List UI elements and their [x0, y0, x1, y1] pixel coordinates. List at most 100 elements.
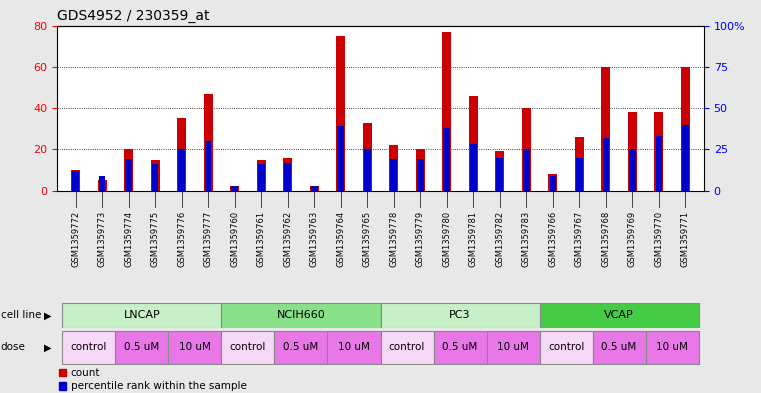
Bar	[283, 158, 292, 191]
Text: LNCAP: LNCAP	[123, 310, 161, 320]
Text: ▶: ▶	[44, 310, 52, 320]
Bar	[168, 331, 221, 364]
Bar	[434, 331, 486, 364]
Bar	[336, 36, 345, 191]
Bar	[576, 158, 583, 191]
Bar	[469, 95, 478, 191]
Bar	[601, 67, 610, 191]
Text: GSM1359765: GSM1359765	[363, 210, 371, 266]
Text: GSM1359780: GSM1359780	[442, 210, 451, 266]
Text: GSM1359776: GSM1359776	[177, 210, 186, 267]
Text: GSM1359769: GSM1359769	[628, 210, 637, 266]
Text: GSM1359771: GSM1359771	[681, 210, 690, 266]
Text: GSM1359763: GSM1359763	[310, 210, 319, 267]
Bar	[124, 149, 133, 191]
Bar	[603, 138, 609, 191]
Text: GSM1359783: GSM1359783	[522, 210, 531, 267]
Text: GSM1359761: GSM1359761	[256, 210, 266, 266]
Bar	[231, 185, 238, 191]
Bar	[71, 170, 80, 191]
Bar	[337, 126, 344, 191]
Bar	[152, 164, 158, 191]
Bar	[177, 118, 186, 191]
Bar	[549, 176, 556, 191]
Bar	[486, 331, 540, 364]
Bar	[681, 67, 690, 191]
Bar	[540, 303, 699, 328]
Bar	[416, 149, 425, 191]
Bar	[221, 331, 275, 364]
Bar	[310, 186, 319, 191]
Text: GSM1359764: GSM1359764	[336, 210, 345, 266]
Text: control: control	[71, 342, 107, 353]
Bar	[151, 160, 160, 191]
Bar	[380, 303, 540, 328]
Bar	[444, 128, 450, 191]
Text: 0.5 uM: 0.5 uM	[124, 342, 160, 353]
Bar	[126, 159, 132, 191]
Bar	[285, 163, 291, 191]
Text: GSM1359760: GSM1359760	[230, 210, 239, 266]
Bar	[654, 112, 664, 191]
Bar	[116, 331, 168, 364]
Bar	[682, 125, 689, 191]
Bar	[311, 185, 317, 191]
Bar	[629, 149, 635, 191]
Text: 10 uM: 10 uM	[179, 342, 211, 353]
Text: 10 uM: 10 uM	[497, 342, 529, 353]
Text: percentile rank within the sample: percentile rank within the sample	[71, 381, 247, 391]
Bar	[362, 123, 372, 191]
Bar	[327, 331, 380, 364]
Text: dose: dose	[1, 342, 26, 353]
Text: GSM1359779: GSM1359779	[416, 210, 425, 266]
Text: PC3: PC3	[449, 310, 471, 320]
Text: count: count	[71, 368, 100, 378]
Bar	[59, 382, 65, 390]
Bar	[364, 149, 371, 191]
Bar	[496, 158, 503, 191]
Bar	[230, 186, 239, 191]
Bar	[221, 303, 380, 328]
Bar	[203, 94, 213, 191]
Bar	[522, 108, 531, 191]
Text: GSM1359781: GSM1359781	[469, 210, 478, 266]
Bar	[628, 112, 637, 191]
Text: 0.5 uM: 0.5 uM	[442, 342, 478, 353]
Bar	[389, 145, 399, 191]
Bar	[645, 331, 699, 364]
Text: 10 uM: 10 uM	[656, 342, 688, 353]
Bar	[256, 160, 266, 191]
Text: control: control	[389, 342, 425, 353]
Bar	[540, 331, 593, 364]
Bar	[258, 164, 265, 191]
Bar	[593, 331, 645, 364]
Bar	[62, 303, 221, 328]
Text: GSM1359774: GSM1359774	[124, 210, 133, 266]
Bar	[275, 331, 327, 364]
Bar	[442, 32, 451, 191]
Text: ▶: ▶	[44, 342, 52, 353]
Text: GSM1359770: GSM1359770	[654, 210, 664, 266]
Bar	[205, 141, 212, 191]
Text: GSM1359778: GSM1359778	[390, 210, 398, 267]
Text: cell line: cell line	[1, 310, 41, 320]
Bar	[575, 137, 584, 191]
Bar	[655, 136, 662, 191]
Text: NCIH660: NCIH660	[276, 310, 326, 320]
Text: VCAP: VCAP	[604, 310, 634, 320]
Text: control: control	[230, 342, 266, 353]
Bar	[59, 369, 65, 376]
Text: GSM1359772: GSM1359772	[71, 210, 80, 266]
Bar	[523, 149, 530, 191]
Text: GSM1359773: GSM1359773	[97, 210, 107, 267]
Bar	[72, 171, 79, 191]
Text: control: control	[548, 342, 584, 353]
Bar	[99, 176, 106, 191]
Text: GSM1359768: GSM1359768	[601, 210, 610, 267]
Text: GSM1359777: GSM1359777	[204, 210, 212, 267]
Bar	[417, 159, 424, 191]
Text: GSM1359775: GSM1359775	[151, 210, 160, 266]
Text: 10 uM: 10 uM	[338, 342, 370, 353]
Bar	[97, 180, 107, 191]
Bar	[62, 331, 116, 364]
